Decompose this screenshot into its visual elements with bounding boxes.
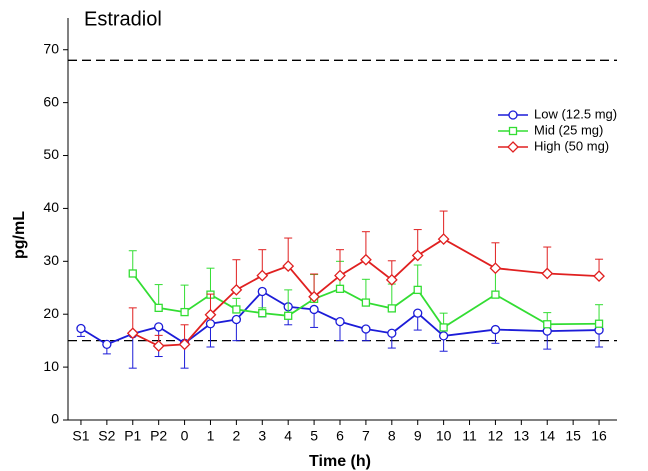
data-point [230, 283, 243, 296]
x-tick-label: 10 [436, 428, 452, 444]
x-tick-label: 16 [591, 428, 607, 444]
data-point [231, 314, 242, 325]
x-tick-label: 14 [539, 428, 555, 444]
data-point [154, 303, 163, 313]
data-point [593, 270, 605, 283]
data-point [387, 304, 396, 313]
chart-title: Estradiol [84, 8, 162, 30]
legend-marker [508, 110, 518, 120]
x-tick-label: 9 [414, 428, 422, 444]
x-tick-label: S2 [98, 428, 115, 444]
x-axis-label: Time (h) [309, 453, 371, 470]
x-tick-label: 6 [336, 428, 344, 444]
x-tick-label: P1 [124, 428, 141, 444]
data-point [335, 316, 345, 327]
data-point [309, 304, 319, 315]
x-tick-label: 12 [488, 428, 504, 444]
y-axis-label: pg/mL [11, 211, 28, 259]
data-point [543, 320, 552, 329]
x-tick-label: 0 [181, 428, 189, 444]
series-line [132, 272, 600, 329]
data-point [387, 328, 397, 338]
data-point [439, 323, 448, 332]
data-point [284, 311, 293, 320]
series-line [132, 238, 600, 347]
data-point [491, 290, 500, 299]
data-point [361, 298, 371, 307]
x-tick-label: 13 [514, 428, 530, 444]
data-point [411, 249, 424, 262]
x-tick-label: 15 [565, 428, 581, 444]
x-tick-label: 11 [462, 428, 477, 444]
data-point [282, 260, 295, 272]
x-tick-label: S1 [72, 428, 89, 444]
data-point [257, 286, 267, 297]
data-point [180, 307, 189, 317]
data-point [541, 267, 554, 280]
y-tick-label: 10 [43, 358, 59, 374]
legend-text: Mid (25 mg) [534, 122, 603, 137]
data-point [437, 233, 450, 246]
y-tick-label: 40 [43, 199, 59, 215]
data-point [308, 290, 321, 303]
data-point [152, 340, 165, 352]
data-point [438, 331, 449, 341]
data-point [413, 308, 423, 318]
data-point [359, 253, 372, 266]
data-point [335, 284, 345, 293]
x-tick-label: 1 [207, 428, 215, 444]
data-point [413, 285, 422, 295]
data-point [76, 323, 86, 334]
data-point [258, 309, 267, 318]
x-tick-label: 8 [388, 428, 396, 444]
x-tick-label: 2 [232, 428, 240, 444]
legend-marker [508, 126, 518, 136]
y-tick-label: 70 [43, 40, 59, 56]
x-tick-label: 3 [258, 428, 266, 444]
data-point [204, 308, 217, 321]
data-point [102, 339, 112, 350]
y-tick-label: 50 [43, 146, 59, 162]
data-point [126, 327, 139, 340]
data-point [128, 269, 137, 278]
data-point [256, 269, 269, 282]
legend-text: Low (12.5 mg) [534, 106, 617, 121]
data-point [594, 319, 604, 328]
data-point [361, 324, 371, 334]
x-tick-label: P2 [150, 428, 167, 444]
data-point [334, 269, 346, 282]
y-tick-label: 60 [43, 93, 59, 109]
data-point [489, 262, 502, 275]
y-tick-label: 0 [51, 411, 59, 427]
y-tick-label: 20 [43, 305, 59, 321]
x-tick-label: 4 [284, 428, 292, 444]
data-point [154, 322, 164, 332]
data-point [205, 319, 216, 329]
x-tick-label: 7 [362, 428, 370, 444]
data-point [178, 338, 191, 351]
x-tick-label: 5 [310, 428, 318, 444]
data-point [232, 305, 241, 314]
data-point [490, 324, 501, 335]
y-tick-label: 30 [43, 252, 59, 268]
data-point [385, 273, 398, 286]
legend-marker [507, 141, 519, 153]
legend-text: High (50 mg) [534, 138, 609, 153]
